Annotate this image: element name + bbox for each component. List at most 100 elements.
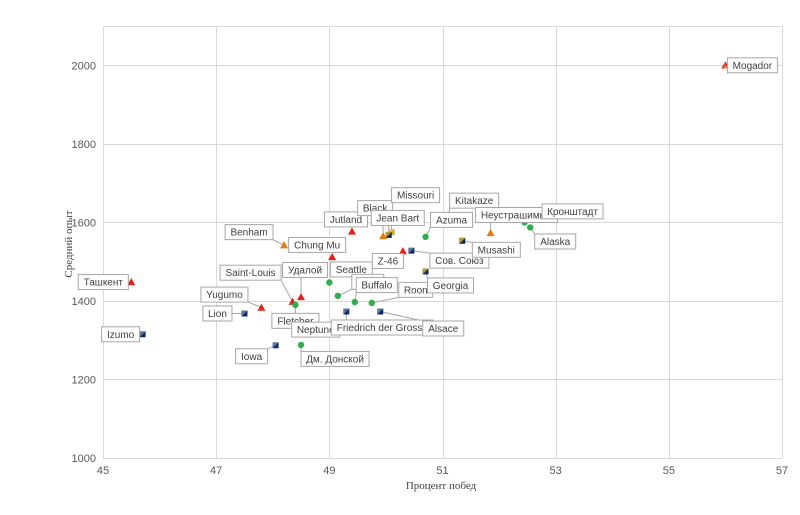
data-label-дм-донской: Дм. Донской [300, 350, 370, 367]
data-label-box [288, 236, 347, 253]
data-label-izumo: Izumo [101, 326, 141, 343]
leader-line-benham [272, 239, 285, 246]
data-label-box [370, 209, 425, 226]
point-izumo-accent [139, 331, 146, 338]
x-tick-label-6: 57 [776, 465, 788, 477]
point-chung-mu [328, 252, 337, 261]
data-label-text: Mogador [733, 61, 773, 72]
data-label-box [202, 305, 233, 322]
x-axis-title: Процент побед [406, 480, 477, 492]
data-label-saint-louis: Saint-Louis [219, 264, 282, 281]
data-label-box [101, 326, 141, 343]
data-label-text: Saint-Louis [226, 268, 276, 279]
point-lion [241, 310, 248, 317]
y-tick-label-1: 1200 [72, 374, 96, 386]
data-label-box [534, 233, 577, 250]
point-ташкент [127, 278, 136, 286]
data-labels: Mogador Ташкент Izumo Yugumo Lion Saint-Louis… [77, 57, 778, 367]
point-дм-донской [297, 341, 305, 349]
data-label-text: Неустрашимый [481, 210, 553, 221]
x-tick-label-1: 47 [210, 465, 222, 477]
data-label-box [541, 203, 604, 220]
leader-line-saint-louis [280, 279, 293, 302]
y-tick-label-4: 1800 [72, 139, 96, 151]
point-friedrich-der-grosse-accent [343, 308, 350, 315]
data-label-text: Georgia [433, 281, 469, 292]
data-label-yugumo: Yugumo [200, 286, 249, 303]
data-label-text: Jutland [330, 215, 362, 226]
data-label-chung-mu: Chung Mu [288, 236, 347, 253]
data-label-musashi: Musashi [471, 241, 521, 258]
data-label-box [422, 320, 465, 337]
data-label-text: Alsace [428, 324, 458, 335]
point-friedrich-der-grosse [343, 308, 350, 315]
y-tick-label-2: 1400 [72, 296, 96, 308]
data-label-roon: Roon [398, 281, 434, 298]
point-roon [368, 299, 375, 307]
x-tick-label-5: 55 [663, 465, 675, 477]
data-label-text: Jean Bart [376, 213, 419, 224]
x-tick-label-2: 49 [323, 465, 335, 477]
point-musashi-accent [459, 237, 466, 244]
data-label-box [391, 187, 441, 204]
point-удалой [297, 292, 306, 301]
point-jutland [347, 227, 356, 235]
tick-labels: 45 47 49 51 53 55 57 1000 1200 1400 1600 1800 2000 [72, 60, 789, 477]
data-label-box [200, 286, 249, 303]
data-label-azuma: Azuma [430, 211, 474, 228]
point-georgia-accent [422, 268, 429, 275]
point-iowa-accent [272, 342, 279, 349]
y-tick-label-0: 1000 [72, 453, 96, 465]
data-label-alsace: Alsace [422, 320, 465, 337]
leader-line-alsace [380, 311, 423, 322]
data-label-box [219, 264, 282, 281]
data-label-missouri: Missouri [391, 187, 441, 204]
data-label-box [355, 277, 398, 294]
data-label-text: Neptune [297, 325, 335, 336]
point-alsace [377, 308, 384, 315]
data-label-box [323, 211, 368, 228]
point-jean-bart-accent [385, 231, 392, 238]
point-benham [280, 241, 289, 249]
data-label-kitakaze: Kitakaze [449, 192, 500, 209]
data-label-text: Alaska [540, 237, 570, 248]
data-label-text: Azuma [436, 215, 468, 226]
data-label-удалой: Удалой [282, 261, 329, 278]
point-buffalo [351, 298, 358, 306]
data-label-box [371, 253, 404, 270]
point-сов-союз [408, 247, 415, 254]
data-label-text: Musashi [478, 245, 515, 256]
data-label-benham: Benham [224, 224, 274, 241]
data-label-text: Izumo [107, 330, 135, 341]
point-iowa [272, 342, 279, 349]
data-label-buffalo: Buffalo [355, 277, 398, 294]
data-label-кронштадт: Кронштадт [541, 203, 604, 220]
data-label-georgia: Georgia [427, 277, 475, 294]
data-label-text: Missouri [397, 191, 434, 202]
data-label-friedrich-der-grosse: Friedrich der Grosse [330, 319, 434, 336]
point-сов-союз-accent [408, 247, 415, 254]
data-label-text: Удалой [288, 265, 322, 276]
point-alsace-accent [377, 308, 384, 315]
data-label-iowa: Iowa [235, 348, 269, 365]
data-label-box [282, 261, 329, 278]
point-неустрашимый [486, 228, 495, 237]
data-label-text: Benham [230, 228, 267, 239]
data-label-box [77, 274, 129, 291]
point-azuma [422, 233, 429, 241]
data-label-ташкент: Ташкент [77, 274, 129, 291]
y-tick-label-3: 1600 [72, 217, 96, 229]
data-label-box [427, 277, 475, 294]
data-label-text: Roon [404, 285, 428, 296]
data-label-box [726, 57, 778, 74]
data-label-text: Iowa [241, 352, 263, 363]
data-label-text: Дм. Донской [306, 354, 364, 365]
x-tick-label-4: 53 [550, 465, 562, 477]
data-label-text: Z-46 [378, 257, 399, 268]
data-label-mogador: Mogador [726, 57, 778, 74]
x-tick-label-3: 51 [436, 465, 448, 477]
leader-line-yugumo [247, 301, 262, 309]
data-label-jutland: Jutland [323, 211, 368, 228]
point-fletcher [292, 301, 299, 309]
